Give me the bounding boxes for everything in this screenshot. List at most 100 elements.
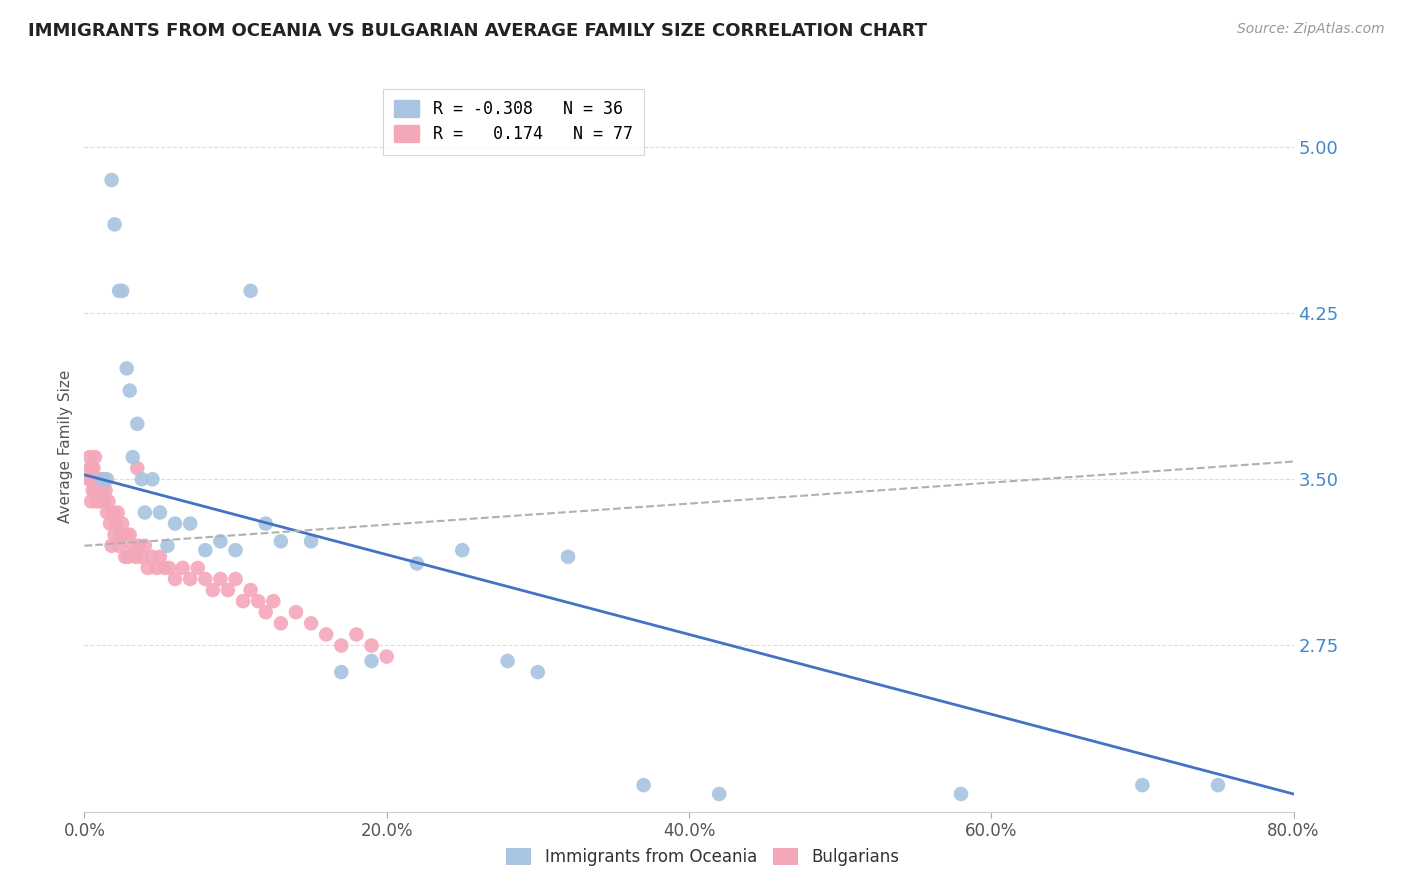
Point [104,218,127,232]
Point [108,539,131,553]
Point [96,472,118,486]
Point [149,549,172,564]
Point [86,494,108,508]
Point [82,461,104,475]
Point [141,472,163,486]
Point [115,527,138,541]
Point [270,534,292,549]
Point [104,527,127,541]
Point [128,539,150,553]
Point [270,616,292,631]
Point [232,594,254,608]
Point [136,561,159,575]
Point [209,534,232,549]
Point [82,472,104,486]
Y-axis label: Average Family Size: Average Family Size [58,369,73,523]
Point [112,527,135,541]
Point [117,549,139,564]
Point [98,516,121,531]
Point [165,572,187,586]
Point [131,549,153,564]
Point [84,472,107,486]
Point [101,506,124,520]
Point [100,173,122,187]
Point [187,561,209,575]
Point [201,583,224,598]
Point [118,527,141,541]
Point [225,543,247,558]
Point [262,594,284,608]
Point [330,639,353,653]
Point [254,605,277,619]
Point [406,557,429,571]
Point [209,572,232,586]
Point [950,787,973,801]
Point [77,472,100,486]
Point [360,654,382,668]
Point [110,527,132,541]
Point [89,483,111,498]
Point [87,483,110,498]
Point [115,361,138,376]
Point [247,594,270,608]
Point [315,627,337,641]
Point [165,516,187,531]
Point [127,417,149,431]
Legend: R = -0.308   N = 36, R =   0.174   N = 77: R = -0.308 N = 36, R = 0.174 N = 77 [382,88,644,155]
Point [111,284,134,298]
Point [79,450,101,464]
Point [375,649,398,664]
Point [107,506,129,520]
Point [179,516,201,531]
Point [194,572,217,586]
Point [90,483,112,498]
Point [121,539,143,553]
Point [89,472,111,486]
Point [91,483,114,498]
Point [105,516,128,531]
Point [111,527,134,541]
Point [149,506,172,520]
Point [239,583,262,598]
Point [254,516,277,531]
Point [111,516,134,531]
Point [360,639,382,653]
Point [153,561,176,575]
Point [97,494,120,508]
Point [299,534,322,549]
Point [114,549,136,564]
Point [118,384,141,398]
Text: Source: ZipAtlas.com: Source: ZipAtlas.com [1237,22,1385,37]
Legend: Immigrants from Oceania, Bulgarians: Immigrants from Oceania, Bulgarians [498,840,908,875]
Point [285,605,308,619]
Point [146,561,169,575]
Point [82,483,104,498]
Point [84,450,107,464]
Point [89,472,111,486]
Point [86,483,108,498]
Point [83,472,105,486]
Point [93,494,115,508]
Point [94,483,117,498]
Point [156,539,179,553]
Point [87,472,110,486]
Point [1206,778,1229,792]
Point [496,654,519,668]
Point [239,284,262,298]
Point [1132,778,1154,792]
Point [709,787,731,801]
Point [125,549,148,564]
Point [96,506,118,520]
Point [172,561,194,575]
Point [108,284,131,298]
Point [91,472,114,486]
Point [80,494,103,508]
Point [299,616,322,631]
Point [633,778,655,792]
Point [527,665,550,679]
Point [157,561,180,575]
Point [131,472,153,486]
Point [330,665,353,679]
Point [179,572,201,586]
Point [134,539,156,553]
